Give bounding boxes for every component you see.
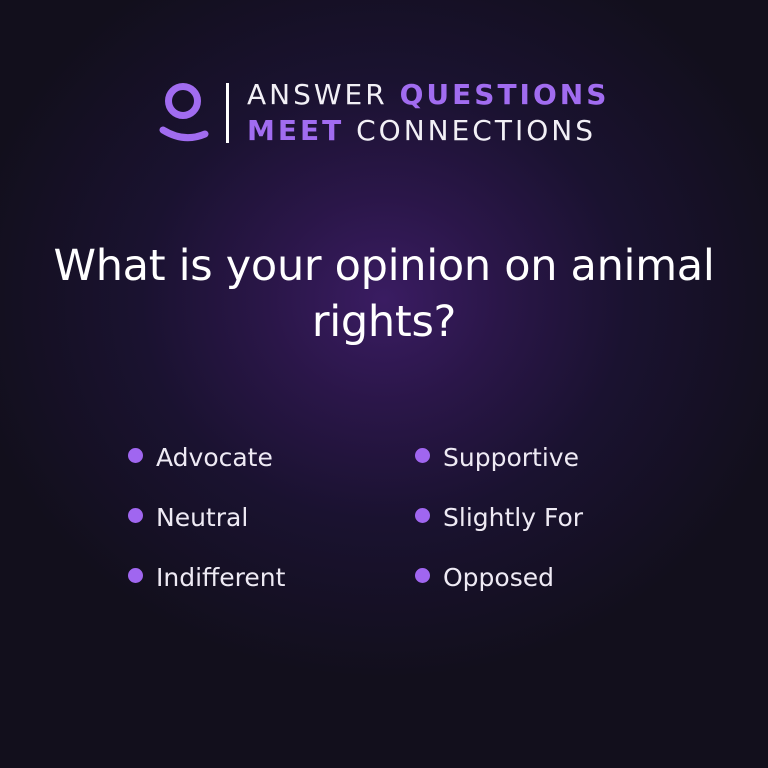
option-label: Opposed — [443, 562, 554, 592]
bullet-icon — [128, 507, 143, 523]
option-label: Neutral — [156, 502, 249, 532]
option-label: Slightly For — [443, 502, 584, 532]
bullet-icon — [415, 447, 430, 463]
person-icon — [158, 79, 210, 147]
tagline-connections: CONNECTIONS — [356, 114, 596, 147]
option-label: Indifferent — [156, 562, 286, 592]
option-supportive[interactable]: Supportive — [415, 438, 668, 476]
bullet-icon — [415, 567, 430, 583]
tagline-meet: MEET — [247, 114, 345, 147]
answer-options: Advocate Supportive Neutral Slightly For… — [128, 438, 668, 596]
question-text: What is your opinion on animal rights? — [53, 241, 715, 347]
bullet-icon — [128, 447, 143, 463]
tagline-line-1: ANSWER QUESTIONS — [247, 78, 609, 112]
bullet-icon — [415, 507, 430, 523]
option-indifferent[interactable]: Indifferent — [128, 558, 415, 596]
tagline: ANSWER QUESTIONS MEET CONNECTIONS — [247, 78, 609, 148]
option-neutral[interactable]: Neutral — [128, 498, 415, 536]
option-advocate[interactable]: Advocate — [128, 438, 415, 476]
option-slightly-for[interactable]: Slightly For — [415, 498, 668, 536]
header-divider — [226, 83, 229, 143]
header: ANSWER QUESTIONS MEET CONNECTIONS — [158, 78, 609, 148]
option-label: Supportive — [443, 442, 579, 472]
tagline-questions: QUESTIONS — [399, 78, 610, 111]
bullet-icon — [128, 567, 143, 583]
tagline-answer: ANSWER — [247, 78, 388, 111]
tagline-line-2: MEET CONNECTIONS — [247, 114, 609, 148]
option-opposed[interactable]: Opposed — [415, 558, 668, 596]
option-label: Advocate — [156, 442, 273, 472]
